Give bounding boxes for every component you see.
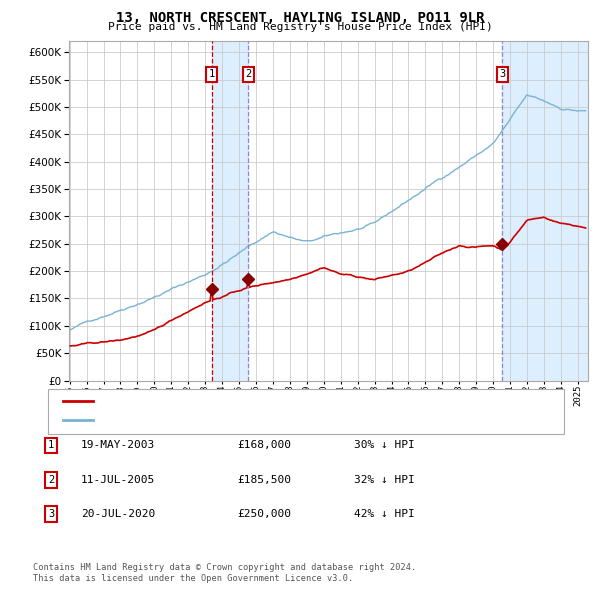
Text: 19-MAY-2003: 19-MAY-2003 (81, 441, 155, 450)
Text: 30% ↓ HPI: 30% ↓ HPI (354, 441, 415, 450)
Text: 2: 2 (48, 475, 54, 484)
Text: £168,000: £168,000 (237, 441, 291, 450)
Text: £250,000: £250,000 (237, 509, 291, 519)
Text: 13, NORTH CRESCENT, HAYLING ISLAND, PO11 9LR: 13, NORTH CRESCENT, HAYLING ISLAND, PO11… (116, 11, 484, 25)
Text: 2: 2 (245, 69, 251, 79)
Text: 13, NORTH CRESCENT, HAYLING ISLAND, PO11 9LR (detached house): 13, NORTH CRESCENT, HAYLING ISLAND, PO11… (99, 396, 480, 406)
Text: Contains HM Land Registry data © Crown copyright and database right 2024.: Contains HM Land Registry data © Crown c… (33, 563, 416, 572)
Bar (212, 41, 248, 381)
Text: Price paid vs. HM Land Registry's House Price Index (HPI): Price paid vs. HM Land Registry's House … (107, 22, 493, 32)
Text: 20-JUL-2020: 20-JUL-2020 (81, 509, 155, 519)
Text: 1: 1 (48, 441, 54, 450)
Text: 32% ↓ HPI: 32% ↓ HPI (354, 475, 415, 484)
Bar (502, 41, 588, 381)
Text: £185,500: £185,500 (237, 475, 291, 484)
Text: HPI: Average price, detached house, Havant: HPI: Average price, detached house, Hava… (99, 415, 361, 425)
Text: 3: 3 (499, 69, 505, 79)
Text: This data is licensed under the Open Government Licence v3.0.: This data is licensed under the Open Gov… (33, 574, 353, 583)
Text: 3: 3 (48, 509, 54, 519)
Text: 11-JUL-2005: 11-JUL-2005 (81, 475, 155, 484)
Text: 1: 1 (208, 69, 215, 79)
Text: 42% ↓ HPI: 42% ↓ HPI (354, 509, 415, 519)
